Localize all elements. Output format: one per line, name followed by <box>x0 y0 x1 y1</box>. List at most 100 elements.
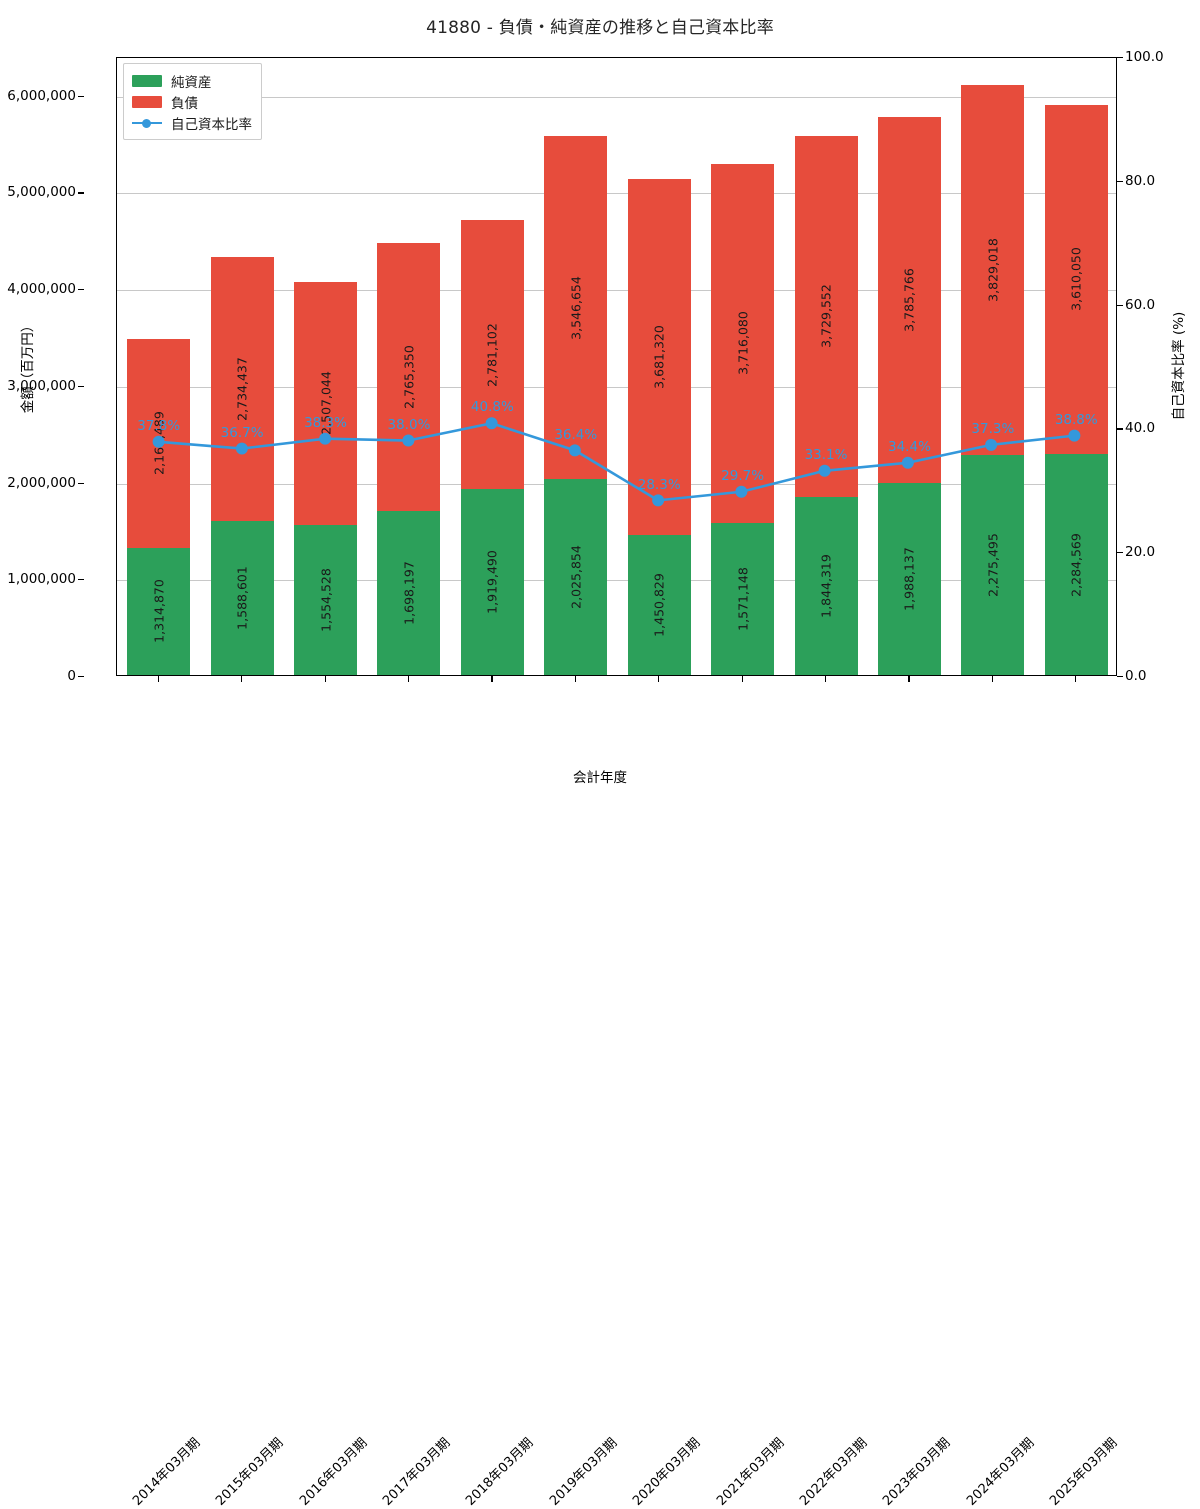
legend-item-label: 自己資本比率 <box>171 116 252 133</box>
x-axis-tick-mark <box>324 676 326 682</box>
bar-segment-equity[interactable]: 1,698,197 <box>377 510 441 675</box>
bar-segment-equity[interactable]: 2,284,569 <box>1044 454 1108 675</box>
ratio-data-point[interactable] <box>152 435 165 448</box>
y-axis-right-label: 自己資本比率 (%) <box>1171 311 1187 421</box>
bar-segment-equity[interactable]: 1,988,137 <box>877 482 941 675</box>
y-axis-left-tick-label: 0 <box>0 668 84 684</box>
y-axis-left-tick-label: 6,000,000 <box>0 88 84 104</box>
bar-group[interactable]: 1,844,319 3,729,552 <box>794 56 858 675</box>
bar-group[interactable]: 1,571,148 3,716,080 <box>711 56 775 675</box>
bar-segment-debt[interactable]: 2,507,044 <box>294 282 358 525</box>
bar-segment-debt[interactable]: 3,829,018 <box>961 84 1025 455</box>
ratio-data-point[interactable] <box>735 485 748 498</box>
bar-group[interactable]: 2,284,569 3,610,050 <box>1044 56 1108 675</box>
legend-item-0[interactable]: 純資産 <box>132 70 252 91</box>
legend-item-label: 負債 <box>171 95 198 112</box>
ratio-value-label: 37.3% <box>971 421 1015 438</box>
bar-group[interactable]: 1,450,829 3,681,320 <box>627 56 691 675</box>
bar-segment-debt[interactable]: 3,785,766 <box>877 116 941 483</box>
ratio-value-label: 36.7% <box>220 424 264 441</box>
ratio-value-label: 29.7% <box>721 468 765 485</box>
ratio-line-series <box>152 417 1081 507</box>
bar-group[interactable]: 2,275,495 3,829,018 <box>961 56 1025 675</box>
x-axis-tick-label: 2020年03月期 <box>630 1435 704 1509</box>
legend-item-2[interactable]: 自己資本比率 <box>132 112 252 133</box>
x-axis-label: 会計年度 <box>573 770 627 786</box>
bar-segment-debt[interactable]: 3,546,654 <box>544 136 608 480</box>
x-axis-tick-mark <box>157 676 159 682</box>
y-axis-right-tick-label: 100.0 <box>1117 49 1200 65</box>
bar-group[interactable]: 1,919,490 2,781,102 <box>460 56 524 675</box>
bar-segment-equity[interactable]: 1,588,601 <box>210 521 274 675</box>
x-axis-tick-mark <box>908 676 910 682</box>
bar-segment-debt[interactable]: 3,716,080 <box>711 163 775 524</box>
bar-group[interactable]: 1,314,8702,163,489 <box>127 56 191 675</box>
ratio-value-label: 37.8% <box>137 418 181 435</box>
grid-line <box>117 96 1116 98</box>
chart-title: 41880 - 負債・純資産の推移と自己資本比率 <box>426 18 774 38</box>
tick-mark <box>1117 676 1123 678</box>
ratio-data-point[interactable] <box>485 417 498 430</box>
ratio-data-point[interactable] <box>402 434 415 447</box>
bar-group[interactable]: 1,554,528 2,507,044 <box>294 56 358 675</box>
grid-line <box>117 193 1116 195</box>
x-axis-tick-mark <box>1075 676 1077 682</box>
y-axis-right-tick-label: 20.0 <box>1117 544 1200 560</box>
x-axis-tick-label: 2023年03月期 <box>880 1435 954 1509</box>
grid-line <box>117 290 1116 292</box>
bar-group[interactable]: 2,025,854 3,546,654 <box>544 56 608 675</box>
x-axis-tick-label: 2016年03月期 <box>296 1435 370 1509</box>
bar-segment-debt[interactable]: 2,734,437 <box>210 256 274 522</box>
tick-mark <box>1117 57 1123 59</box>
tick-mark <box>78 482 84 484</box>
bar-segment-equity[interactable]: 1,554,528 <box>294 524 358 675</box>
x-axis-tick-label: 2018年03月期 <box>463 1435 537 1509</box>
ratio-data-point[interactable] <box>235 442 248 455</box>
bar-segment-debt[interactable]: 2,781,102 <box>460 220 524 490</box>
x-axis-tick-mark <box>991 676 994 682</box>
y-axis-right-tick-label: 0.0 <box>1117 668 1200 684</box>
x-axis-tick-mark <box>241 676 243 682</box>
legend-swatch-icon <box>132 95 162 108</box>
bar-group[interactable]: 1,988,137 3,785,766 <box>877 56 941 675</box>
ratio-data-point[interactable] <box>985 438 998 451</box>
ratio-data-point[interactable] <box>901 456 914 469</box>
y-axis-left-tick-label: 2,000,000 <box>0 475 84 491</box>
ratio-value-label: 34.4% <box>888 439 931 456</box>
bar-segment-debt[interactable]: 3,729,552 <box>794 135 858 497</box>
bar-segment-equity[interactable]: 2,025,854 <box>544 479 608 675</box>
chart-figure: 41880 - 負債・純資産の推移と自己資本比率 金額（百万円） 自己資本比率 … <box>0 18 1200 1509</box>
ratio-value-label: 38.3% <box>304 414 347 431</box>
bar-segment-equity[interactable]: 1,571,148 <box>711 523 775 675</box>
bar-segment-equity[interactable]: 1,844,319 <box>794 496 858 675</box>
x-axis-tick-label: 2021年03月期 <box>713 1435 788 1509</box>
x-axis-tick-mark <box>741 676 743 682</box>
ratio-value-label: 40.8% <box>470 399 514 416</box>
ratio-data-point[interactable] <box>319 432 332 445</box>
tick-mark <box>78 579 84 581</box>
x-axis-tick-label: 2025年03月期 <box>1047 1435 1121 1509</box>
bar-group[interactable]: 1,698,197 2,765,350 <box>377 56 441 675</box>
ratio-value-label: 36.4% <box>554 426 598 443</box>
ratio-value-label: 38.0% <box>387 416 431 433</box>
ratio-data-point[interactable] <box>1068 429 1081 442</box>
bar-segment-debt[interactable]: 3,681,320 <box>627 178 691 535</box>
x-axis-tick-label: 2019年03月期 <box>546 1435 621 1509</box>
tick-mark <box>78 676 84 678</box>
ratio-data-point[interactable] <box>652 494 665 507</box>
bar-segment-equity[interactable]: 2,275,495 <box>961 454 1025 675</box>
ratio-data-point[interactable] <box>568 444 581 457</box>
ratio-data-point[interactable] <box>818 464 831 477</box>
tick-mark <box>1117 304 1123 306</box>
grid-line <box>117 483 1116 485</box>
legend-item-1[interactable]: 負債 <box>132 91 252 112</box>
y-axis-left-tick-label: 3,000,000 <box>0 378 84 394</box>
y-axis-right-tick-label: 40.0 <box>1117 420 1200 436</box>
bar-segment-equity[interactable]: 1,314,870 <box>127 547 191 675</box>
tick-mark <box>1117 428 1123 430</box>
bar-segment-debt[interactable]: 3,610,050 <box>1044 104 1108 455</box>
bar-segment-equity[interactable]: 1,450,829 <box>627 534 691 675</box>
bar-segment-debt[interactable]: 2,765,350 <box>377 243 441 511</box>
bar-segment-equity[interactable]: 1,919,490 <box>460 489 524 675</box>
bar-group[interactable]: 1,588,601 2,734,437 <box>210 56 274 675</box>
